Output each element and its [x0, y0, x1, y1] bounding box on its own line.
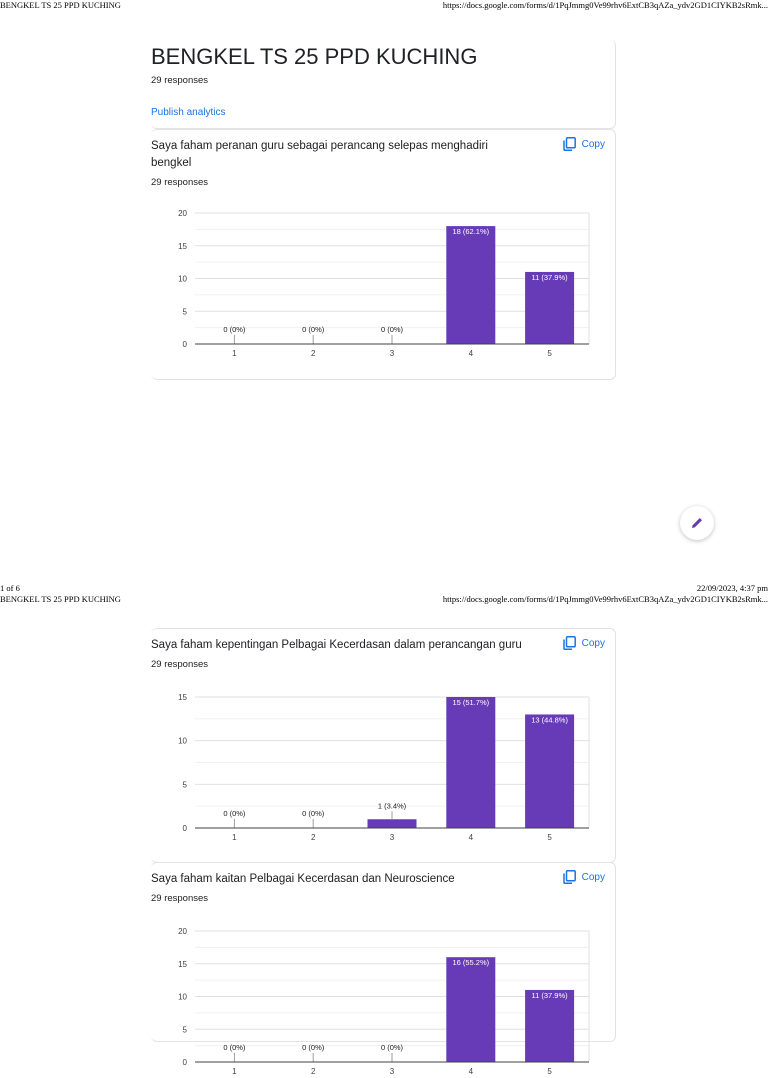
question-card: Saya faham kepentingan Pelbagai Kecerdas… [151, 628, 616, 863]
print-footer-page: 1 of 6 [0, 583, 20, 593]
pencil-icon [692, 518, 702, 528]
x-tick-label: 3 [390, 833, 395, 842]
form-title: BENGKEL TS 25 PPD KUCHING [151, 44, 478, 69]
data-label: 13 (44.8%) [531, 715, 568, 724]
data-label: 0 (0%) [223, 809, 246, 818]
copy-icon [562, 137, 576, 151]
y-tick-label: 10 [178, 275, 187, 284]
question-title: Saya faham peranan guru sebagai perancan… [151, 140, 488, 169]
data-label: 16 (55.2%) [452, 958, 489, 967]
x-tick-label: 1 [232, 349, 237, 358]
x-tick-label: 4 [469, 349, 474, 358]
x-tick-label: 4 [469, 833, 474, 842]
x-tick-label: 2 [311, 1067, 316, 1076]
data-label: 11 (37.9%) [532, 273, 569, 282]
data-label: 0 (0%) [223, 325, 246, 334]
bar [367, 819, 417, 828]
data-label: 0 (0%) [302, 325, 325, 334]
y-tick-label: 15 [178, 693, 187, 702]
y-tick-label: 20 [178, 927, 187, 936]
copy-chart-button[interactable]: Copy [562, 137, 605, 151]
x-tick-label: 2 [311, 833, 316, 842]
bar [525, 271, 575, 344]
y-tick-label: 20 [178, 209, 187, 218]
y-tick-label: 0 [183, 1058, 188, 1067]
print-header-title: BENGKEL TS 25 PPD KUCHING [0, 594, 121, 604]
y-tick-label: 15 [178, 242, 187, 251]
bar [525, 714, 575, 828]
question-title: Saya faham kaitan Pelbagai Kecerdasan da… [151, 873, 455, 885]
print-header-url: https://docs.google.com/forms/d/1PqJmmg0… [442, 0, 768, 10]
x-tick-label: 4 [469, 1067, 474, 1076]
form-header-card: BENGKEL TS 25 PPD KUCHING 29 responses P… [151, 40, 616, 129]
x-tick-label: 1 [232, 833, 237, 842]
bar-chart: 0 5 10 15 0 (0%) 1 0 (0%) 2 1 (3.4%) 3 15 (51.7%) 4… [178, 693, 590, 842]
question-title: Saya faham kepentingan Pelbagai Kecerdas… [151, 639, 522, 651]
print-footer-timestamp: 22/09/2023, 4:37 pm [696, 583, 768, 593]
x-tick-label: 3 [390, 349, 395, 358]
bar-chart: 0 5 10 15 20 0 (0%) 1 0 (0%) 2 0 (0%) 3 18 (62.1%) 4… [178, 209, 590, 358]
print-header-url: https://docs.google.com/forms/d/1PqJmmg0… [442, 594, 768, 604]
copy-label: Copy [581, 871, 605, 883]
y-tick-label: 0 [183, 824, 188, 833]
edit-button[interactable] [680, 506, 714, 540]
y-tick-label: 15 [178, 960, 187, 969]
copy-chart-button[interactable]: Copy [562, 870, 605, 884]
x-tick-label: 1 [232, 1067, 237, 1076]
bar [525, 989, 575, 1062]
x-tick-label: 5 [547, 833, 552, 842]
question-card: Saya faham peranan guru sebagai perancan… [151, 129, 616, 380]
bar [446, 697, 496, 828]
y-tick-label: 10 [178, 993, 187, 1002]
copy-icon [562, 636, 576, 650]
x-tick-label: 3 [390, 1067, 395, 1076]
data-label: 0 (0%) [381, 325, 404, 334]
copy-label: Copy [581, 637, 605, 649]
response-count: 29 responses [151, 75, 209, 86]
publish-analytics-link[interactable]: Publish analytics [151, 107, 226, 118]
copy-chart-button[interactable]: Copy [562, 636, 605, 650]
bar [446, 957, 496, 1062]
data-label: 18 (62.1%) [452, 227, 489, 236]
data-label: 0 (0%) [381, 1043, 404, 1052]
y-tick-label: 10 [178, 737, 187, 746]
y-tick-label: 5 [183, 307, 188, 316]
data-label: 1 (3.4%) [378, 801, 407, 810]
y-tick-label: 5 [183, 780, 188, 789]
data-label: 0 (0%) [302, 1043, 325, 1052]
question-card: Saya faham kaitan Pelbagai Kecerdasan da… [151, 862, 616, 1076]
data-label: 0 (0%) [223, 1043, 246, 1052]
data-label: 0 (0%) [302, 809, 325, 818]
x-tick-label: 5 [547, 349, 552, 358]
y-tick-label: 0 [183, 340, 188, 349]
response-count: 29 responses [151, 659, 209, 670]
print-header-title: BENGKEL TS 25 PPD KUCHING [0, 0, 121, 10]
y-tick-label: 5 [183, 1025, 188, 1034]
x-tick-label: 2 [311, 349, 316, 358]
response-count: 29 responses [151, 893, 209, 904]
data-label: 15 (51.7%) [452, 698, 489, 707]
x-tick-label: 5 [547, 1067, 552, 1076]
copy-icon [562, 870, 576, 884]
response-count: 29 responses [151, 177, 209, 188]
data-label: 11 (37.9%) [532, 991, 569, 1000]
copy-label: Copy [581, 138, 605, 150]
bar-chart: 0 5 10 15 20 0 (0%) 1 0 (0%) 2 0 (0%) 3 16 (55.2%) 4… [178, 927, 590, 1076]
bar [446, 226, 496, 344]
